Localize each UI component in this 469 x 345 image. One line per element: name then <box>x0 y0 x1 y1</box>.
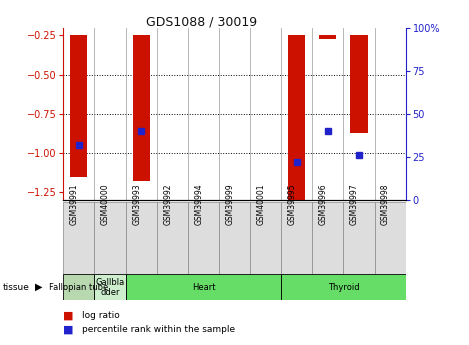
Bar <box>188 202 219 274</box>
Text: Gallbla
dder: Gallbla dder <box>95 277 125 297</box>
Bar <box>133 36 150 181</box>
Bar <box>70 36 87 177</box>
Text: GSM39992: GSM39992 <box>163 183 172 225</box>
Bar <box>375 202 406 274</box>
Bar <box>63 202 94 274</box>
Text: GSM39997: GSM39997 <box>350 183 359 225</box>
Bar <box>250 202 281 274</box>
Bar <box>319 36 336 39</box>
Text: GSM39991: GSM39991 <box>70 183 79 225</box>
Bar <box>350 36 368 133</box>
Text: tissue: tissue <box>2 283 29 292</box>
Text: GSM39999: GSM39999 <box>226 183 234 225</box>
Bar <box>288 36 305 200</box>
Bar <box>94 274 126 300</box>
Text: ■: ■ <box>63 311 74 321</box>
Text: GSM39993: GSM39993 <box>132 183 141 225</box>
Text: percentile rank within the sample: percentile rank within the sample <box>82 325 235 334</box>
Bar <box>157 202 188 274</box>
Text: GSM39996: GSM39996 <box>319 183 328 225</box>
Text: log ratio: log ratio <box>82 311 120 320</box>
Text: Heart: Heart <box>192 283 215 292</box>
Bar <box>126 274 281 300</box>
Bar <box>281 202 312 274</box>
Bar <box>94 202 126 274</box>
Bar <box>126 202 157 274</box>
Text: GSM39994: GSM39994 <box>194 183 204 225</box>
Text: GSM39995: GSM39995 <box>288 183 297 225</box>
Bar <box>281 274 406 300</box>
Text: GSM40000: GSM40000 <box>101 183 110 225</box>
Text: GDS1088 / 30019: GDS1088 / 30019 <box>146 16 257 29</box>
Bar <box>219 202 250 274</box>
Text: GSM40001: GSM40001 <box>257 183 265 225</box>
Bar <box>312 202 343 274</box>
Text: GSM39998: GSM39998 <box>381 183 390 225</box>
Text: Thyroid: Thyroid <box>328 283 359 292</box>
Bar <box>343 202 375 274</box>
Text: ■: ■ <box>63 325 74 334</box>
Bar <box>63 274 94 300</box>
Text: Fallopian tube: Fallopian tube <box>49 283 108 292</box>
Text: ▶: ▶ <box>35 282 43 292</box>
